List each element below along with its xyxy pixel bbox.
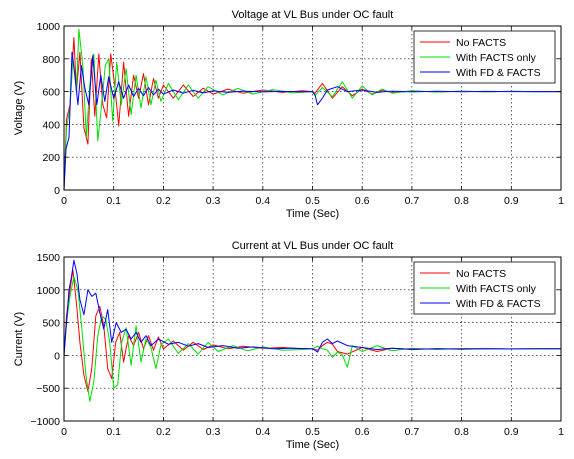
y-tick-label: −1000 — [31, 416, 61, 428]
legend-label: No FACTS — [456, 268, 506, 280]
x-tick-label: 0.4 — [255, 195, 270, 207]
y-tick-label: 500 — [42, 318, 60, 330]
legend-label: With FACTS only — [456, 283, 537, 295]
y-tick-label: 1500 — [37, 252, 61, 264]
x-tick-label: 0.3 — [206, 195, 221, 207]
x-tick-label: 0 — [61, 195, 67, 207]
current-chart: Current at VL Bus under OC fault Time (S… — [13, 240, 564, 451]
x-tick-label: 0.6 — [355, 426, 370, 438]
y-tick-label: 0 — [54, 185, 60, 197]
x-tick-label: 0.5 — [305, 426, 320, 438]
x-axis-label: Time (Sec) — [286, 208, 339, 220]
series-line — [63, 276, 562, 402]
plot-area — [63, 259, 562, 402]
series-line — [63, 269, 561, 392]
x-tick-label: 0.3 — [206, 426, 221, 438]
x-tick-label: 1 — [558, 195, 564, 207]
chart-title: Current at VL Bus under OC fault — [232, 240, 394, 252]
x-tick-label: 0.2 — [156, 426, 171, 438]
y-tick-label: 1000 — [37, 285, 61, 297]
x-axis-label: Time (Sec) — [286, 439, 339, 451]
y-tick-label: −500 — [36, 383, 60, 395]
x-tick-label: 0.1 — [106, 426, 121, 438]
voltage-chart: Voltage at VL Bus under OC fault Time (S… — [13, 9, 564, 220]
x-tick-label: 0.1 — [106, 195, 121, 207]
legend: No FACTS With FACTS only With FD & FACTS — [413, 261, 556, 315]
x-tick-label: 0.6 — [355, 195, 370, 207]
x-tick-label: 0.8 — [454, 195, 469, 207]
legend: No FACTS With FACTS only With FD & FACTS — [413, 30, 556, 84]
y-tick-label: 400 — [42, 119, 60, 131]
y-tick-label: 200 — [42, 152, 60, 164]
x-tick-label: 0.8 — [454, 426, 469, 438]
y-tick-label: 800 — [42, 54, 60, 66]
x-tick-label: 0.4 — [255, 426, 270, 438]
legend-label: No FACTS — [456, 37, 506, 49]
series-line — [63, 51, 561, 191]
y-tick-label: 600 — [42, 87, 60, 99]
legend-label: With FACTS only — [456, 52, 537, 64]
y-tick-label: 1000 — [37, 21, 61, 33]
x-tick-label: 0.9 — [504, 195, 519, 207]
x-tick-label: 0.7 — [405, 195, 420, 207]
legend-box — [413, 30, 556, 84]
grid — [64, 257, 561, 421]
y-axis-label: Current (V) — [13, 312, 25, 366]
plot-frame — [63, 256, 562, 422]
legend-label: With FD & FACTS — [456, 67, 541, 79]
series-line — [63, 259, 561, 356]
y-axis-label: Voltage (V) — [13, 81, 25, 135]
plot-frame — [63, 25, 562, 191]
x-tick-label: 0.5 — [305, 195, 320, 207]
plot-area — [63, 28, 562, 191]
x-tick-label: 0.9 — [504, 426, 519, 438]
x-tick-label: 1 — [558, 426, 564, 438]
x-tick-label: 0.2 — [156, 195, 171, 207]
y-tick-label: 0 — [54, 350, 60, 362]
legend-label: With FD & FACTS — [456, 298, 541, 310]
axis-ticks: 0 0.1 0.2 0.3 0.4 0.5 0.6 0.7 0.8 0.9 1 0 200 400 600 8… — [37, 21, 564, 207]
x-tick-label: 0.7 — [405, 426, 420, 438]
chart-title: Voltage at VL Bus under OC fault — [232, 9, 394, 21]
x-tick-label: 0 — [61, 426, 67, 438]
